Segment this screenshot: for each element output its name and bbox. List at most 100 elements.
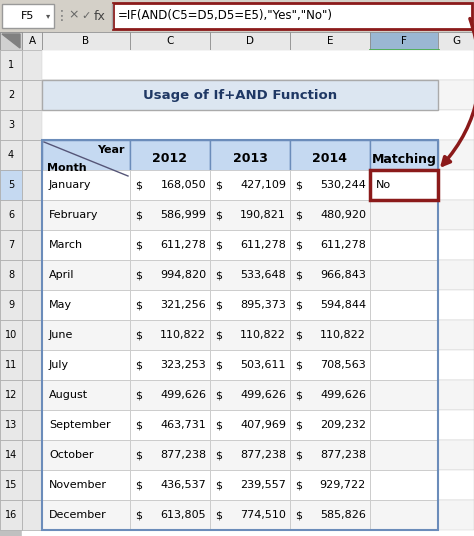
Bar [42,230,130,260]
Bar [210,200,290,230]
Bar [42,290,474,320]
Text: March: March [49,240,83,250]
Bar [210,500,290,530]
Text: 480,920: 480,920 [320,210,366,220]
Bar [130,260,210,290]
Text: 110,822: 110,822 [240,330,286,340]
Bar [22,440,42,470]
Text: 13: 13 [5,420,17,430]
Bar [42,140,438,530]
Bar [42,110,474,140]
Bar [0,440,22,470]
Text: February: February [49,210,99,220]
Bar [0,470,22,500]
Text: $: $ [215,180,222,190]
Text: August: August [49,390,88,400]
Bar [0,500,22,530]
Text: 611,278: 611,278 [160,240,206,250]
Text: $: $ [135,300,142,310]
Text: 877,238: 877,238 [160,450,206,460]
Text: $: $ [215,480,222,490]
Bar [42,50,474,80]
Bar [130,470,210,500]
Bar [210,410,290,440]
Bar [22,80,42,110]
Text: $: $ [135,390,142,400]
Text: $: $ [295,420,302,430]
Bar [22,110,42,140]
Text: Month: Month [47,163,87,173]
Text: $: $ [215,210,222,220]
Bar [130,200,210,230]
Text: 2013: 2013 [233,153,267,166]
Bar [42,170,474,200]
Bar [210,140,290,178]
Bar [370,230,438,260]
Text: fx: fx [94,10,106,23]
Bar [290,32,370,50]
Bar [290,290,370,320]
Text: $: $ [215,450,222,460]
Bar [210,170,290,200]
Bar [290,200,370,230]
Bar [370,470,438,500]
Bar [0,50,22,80]
Bar [210,320,290,350]
Bar [0,32,22,50]
Text: C: C [166,36,173,46]
Bar [22,500,42,530]
Text: $: $ [295,210,302,220]
Text: $: $ [135,240,142,250]
Bar [370,140,438,178]
Bar [130,500,210,530]
Bar [42,200,474,230]
Bar [42,260,130,290]
Bar [130,290,210,320]
Bar [42,380,130,410]
Bar [22,140,42,170]
Text: 611,278: 611,278 [240,240,286,250]
Bar [42,230,474,260]
Bar [370,320,438,350]
Bar [22,170,42,200]
Text: 321,256: 321,256 [160,300,206,310]
Bar [22,410,42,440]
Bar [42,500,130,530]
Bar [130,170,210,200]
Text: September: September [49,420,110,430]
Text: E: E [327,36,333,46]
Bar [370,170,438,200]
Text: 8: 8 [8,270,14,280]
Text: 2: 2 [8,90,14,100]
Bar [290,320,370,350]
Text: 407,969: 407,969 [240,420,286,430]
Bar [290,170,370,200]
Text: 9: 9 [8,300,14,310]
Bar [290,500,370,530]
Bar [0,350,22,380]
Text: 209,232: 209,232 [320,420,366,430]
Text: 110,822: 110,822 [320,330,366,340]
Text: 966,843: 966,843 [320,270,366,280]
Bar [0,290,22,320]
Bar [0,80,22,110]
Text: $: $ [135,270,142,280]
Text: ▾: ▾ [46,11,50,20]
Bar [0,380,22,410]
Bar [370,260,438,290]
Bar [42,440,130,470]
Bar [42,320,474,350]
Bar [0,320,22,350]
Text: 499,626: 499,626 [240,390,286,400]
Bar [22,350,42,380]
Text: $: $ [135,480,142,490]
Text: 929,722: 929,722 [320,480,366,490]
Bar [290,350,370,380]
Text: 436,537: 436,537 [160,480,206,490]
Text: Usage of If+AND Function: Usage of If+AND Function [143,88,337,101]
Text: A: A [28,36,36,46]
Bar [42,200,130,230]
Text: $: $ [135,210,142,220]
Text: =IF(AND(C5=D5,D5=E5),"Yes","No"): =IF(AND(C5=D5,D5=E5),"Yes","No") [118,10,333,23]
Bar [210,290,290,320]
